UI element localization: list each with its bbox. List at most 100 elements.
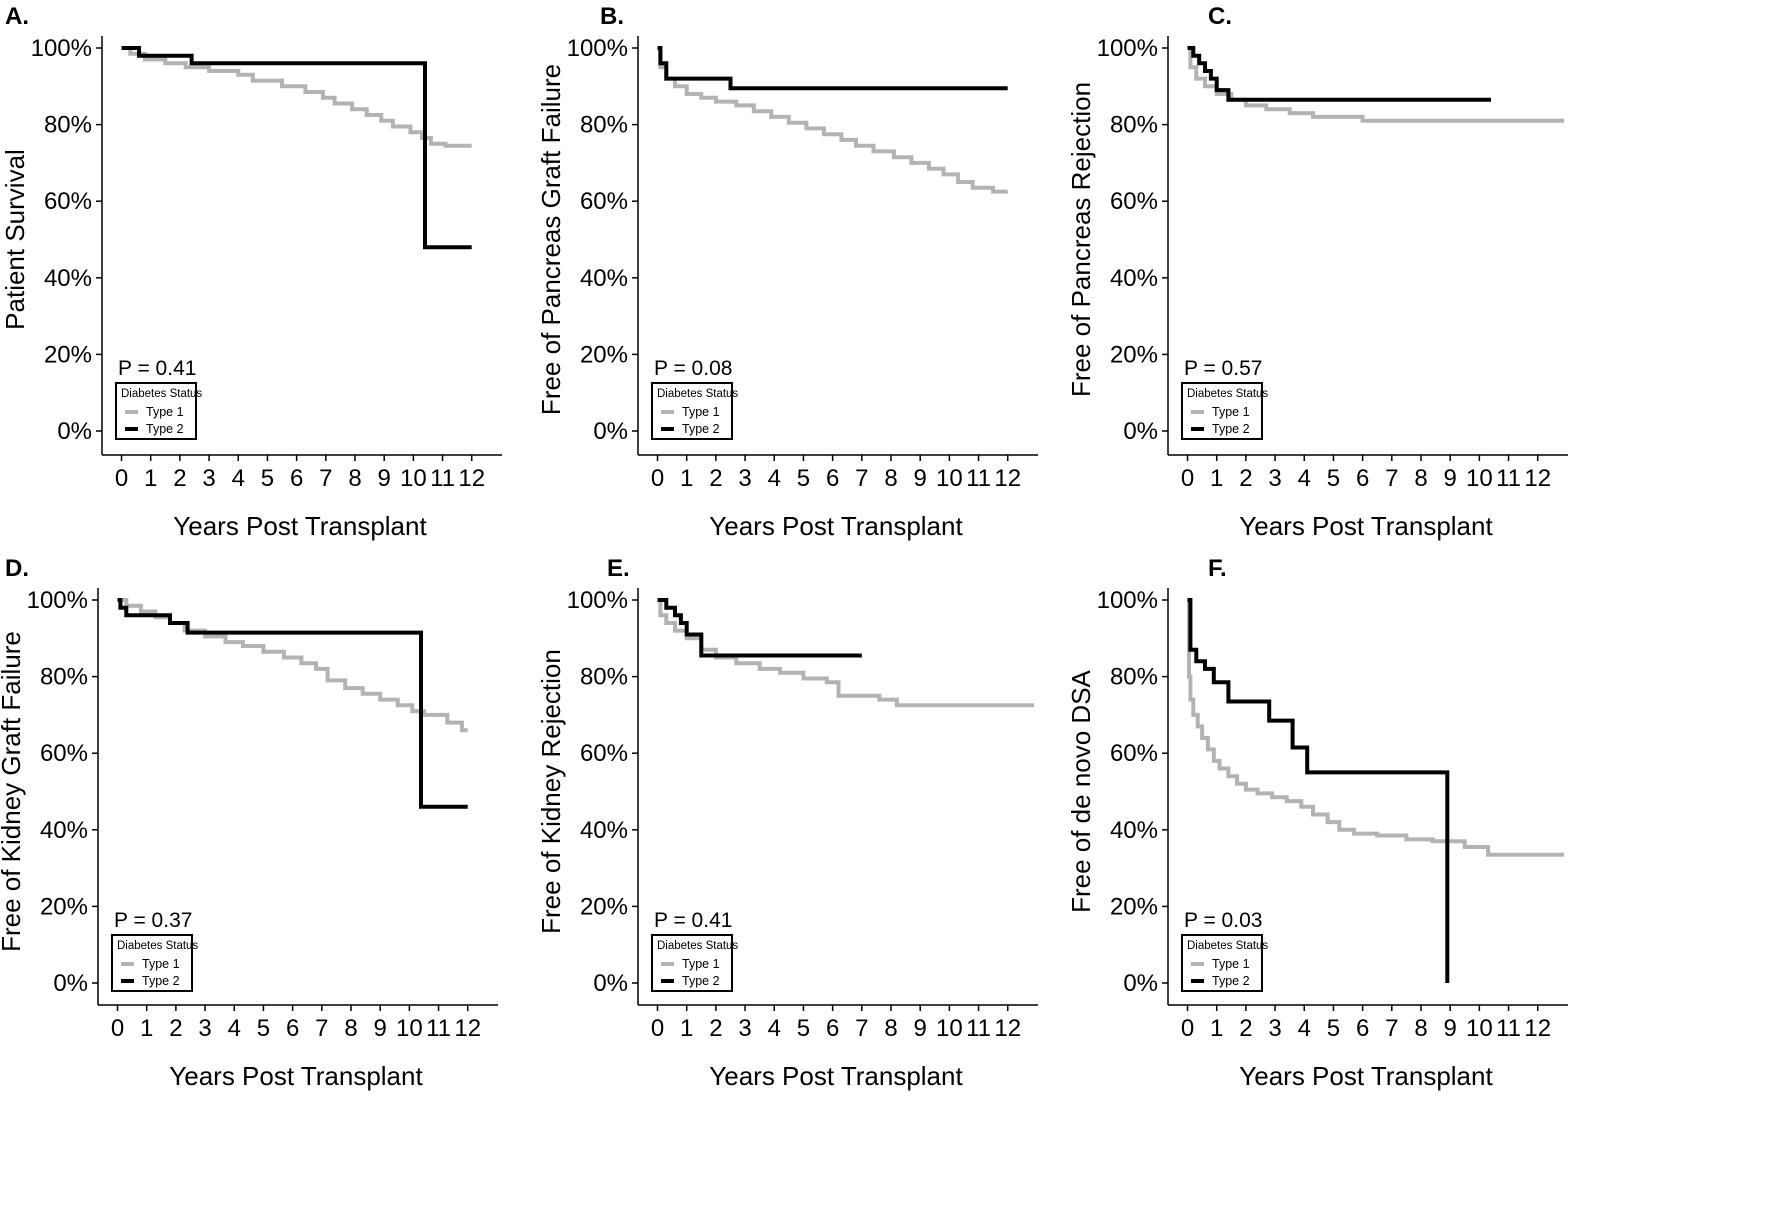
legend-title: Diabetes Status — [121, 388, 202, 400]
x-tick-label: 5 — [797, 465, 810, 492]
x-tick-label: 4 — [768, 1015, 781, 1042]
x-tick-label: 9 — [913, 465, 926, 492]
p-value: P = 0.03 — [1184, 909, 1262, 932]
x-tick-label: 10 — [396, 1015, 423, 1042]
x-tick-label: 11 — [1496, 465, 1521, 492]
series-type-2-curve — [117, 598, 468, 809]
x-tick-label: 6 — [1356, 1015, 1369, 1042]
x-tick-label: 0 — [651, 465, 664, 492]
x-tick-label: 9 — [373, 1015, 386, 1042]
panel-label: B. — [600, 3, 624, 30]
legend-label-type-1: Type 1 — [1212, 405, 1250, 419]
series-type-1-curve — [1187, 598, 1564, 857]
y-tick-label: 80% — [580, 664, 628, 691]
series-type-2-curve — [657, 598, 862, 658]
y-tick-label: 40% — [44, 265, 92, 292]
y-tick-label: 0% — [593, 418, 628, 445]
panel-a: A.0%20%40%60%80%100%0 1 2 3 4 5 6 7 8 9 10 11 12Year… — [0, 3, 502, 541]
x-tick-label: 10 — [400, 465, 427, 492]
legend-label-type-2: Type 2 — [682, 422, 720, 436]
panel-e: E.0%20%40%60%80%100%0 1 2 3 4 5 6 7 8 9 10 11 12Year… — [536, 555, 1038, 1091]
legend-label-type-2: Type 2 — [1212, 974, 1250, 988]
x-tick-label: 1 — [1210, 1015, 1223, 1042]
x-axis-title: Years Post Transplant — [709, 511, 963, 541]
legend-title: Diabetes Status — [657, 940, 738, 952]
x-axis-title: Years Post Transplant — [173, 511, 427, 541]
x-tick-label: 8 — [1414, 465, 1427, 492]
x-tick-label: 0 — [111, 1015, 124, 1042]
x-tick-label: 2 — [1239, 465, 1252, 492]
x-tick-label: 9 — [1443, 465, 1456, 492]
y-tick-label: 0% — [1123, 418, 1158, 445]
y-axis-title: Free of Kidney Rejection — [536, 649, 566, 934]
series-type-2-curve — [121, 46, 472, 250]
x-tick-label: 9 — [913, 1015, 926, 1042]
y-tick-label: 0% — [1123, 970, 1158, 997]
y-tick-label: 0% — [53, 970, 88, 997]
series-type-1-curve — [657, 598, 1034, 708]
x-tick-label: 7 — [855, 1015, 868, 1042]
y-axis-title: Patient Survival — [0, 149, 30, 330]
legend: Diabetes Status Type 1 Type 2 — [115, 382, 202, 440]
x-tick-label: 1 — [140, 1015, 153, 1042]
x-tick-label: 4 — [1298, 1015, 1311, 1042]
series-type-1-curve — [1187, 46, 1564, 123]
y-tick-label: 60% — [1110, 188, 1158, 215]
y-tick-label: 100% — [567, 35, 628, 62]
legend: Diabetes Status Type 1 Type 2 — [1181, 382, 1268, 440]
x-tick-label: 10 — [1466, 465, 1493, 492]
y-tick-label: 40% — [1110, 265, 1158, 292]
x-tick-label: 0 — [1181, 1015, 1194, 1042]
legend-label-type-2: Type 2 — [142, 974, 180, 988]
x-tick-label: 6 — [826, 465, 839, 492]
series-type-2-curve — [1187, 598, 1450, 983]
y-tick-label: 100% — [1097, 35, 1158, 62]
legend: Diabetes Status Type 1 Type 2 — [651, 934, 738, 992]
x-tick-label: 9 — [377, 465, 390, 492]
y-tick-label: 60% — [580, 740, 628, 767]
x-tick-label: 3 — [738, 1015, 751, 1042]
y-tick-label: 100% — [27, 587, 88, 614]
x-tick-label: 11 — [1496, 1015, 1521, 1042]
legend: Diabetes Status Type 1 Type 2 — [1181, 934, 1268, 992]
x-tick-label: 4 — [1298, 465, 1311, 492]
x-tick-label: 9 — [1443, 1015, 1456, 1042]
y-tick-label: 0% — [593, 970, 628, 997]
y-tick-label: 80% — [580, 112, 628, 139]
series-type-1-curve — [657, 46, 1008, 194]
legend-label-type-1: Type 1 — [142, 957, 180, 971]
x-tick-label: 12 — [1524, 1015, 1551, 1042]
x-tick-label: 3 — [1268, 1015, 1281, 1042]
x-tick-label: 0 — [651, 1015, 664, 1042]
y-tick-label: 80% — [44, 112, 92, 139]
p-value: P = 0.57 — [1184, 357, 1262, 380]
x-tick-label: 2 — [709, 465, 722, 492]
x-tick-label: 1 — [144, 465, 157, 492]
x-tick-label: 12 — [994, 1015, 1021, 1042]
y-axis-title: Free of Pancreas Graft Failure — [536, 64, 566, 415]
x-tick-label: 8 — [884, 1015, 897, 1042]
legend-label-type-1: Type 1 — [682, 405, 720, 419]
y-tick-label: 20% — [580, 341, 628, 368]
legend-label-type-2: Type 2 — [682, 974, 720, 988]
x-tick-label: 6 — [1356, 465, 1369, 492]
y-tick-label: 80% — [40, 664, 88, 691]
y-tick-label: 60% — [44, 188, 92, 215]
y-tick-label: 0% — [57, 418, 92, 445]
legend-label-type-1: Type 1 — [682, 957, 720, 971]
y-axis-title: Free of Kidney Graft Failure — [0, 631, 26, 952]
x-tick-label: 12 — [1524, 465, 1551, 492]
p-value: P = 0.41 — [118, 357, 196, 380]
legend-label-type-1: Type 1 — [1212, 957, 1250, 971]
legend-title: Diabetes Status — [1187, 940, 1268, 952]
x-tick-label: 10 — [936, 1015, 963, 1042]
legend: Diabetes Status Type 1 Type 2 — [651, 382, 738, 440]
y-axis-title: Free of Pancreas Rejection — [1066, 82, 1096, 397]
panel-label: E. — [607, 555, 630, 582]
x-axis-title: Years Post Transplant — [709, 1061, 963, 1091]
y-tick-label: 40% — [40, 817, 88, 844]
x-tick-label: 8 — [344, 1015, 357, 1042]
x-tick-label: 8 — [348, 465, 361, 492]
panel-label: F. — [1208, 555, 1227, 582]
